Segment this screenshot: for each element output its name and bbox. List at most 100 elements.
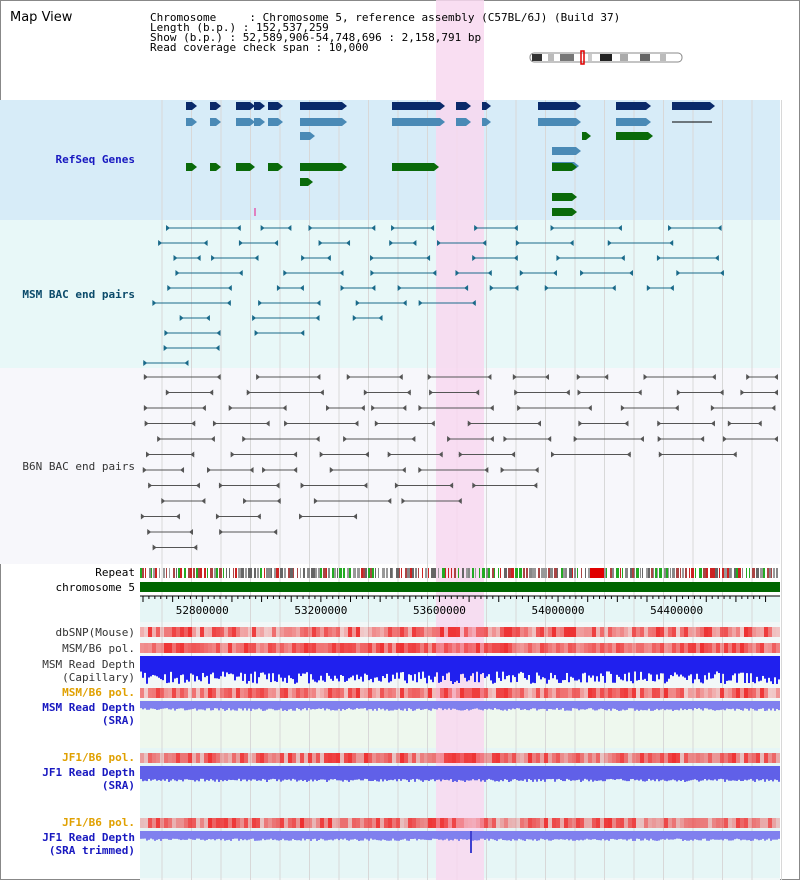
repeat-mark bbox=[451, 568, 452, 578]
msm-depth-capillary-bar bbox=[398, 656, 400, 679]
ideogram-band bbox=[640, 54, 650, 61]
msm-depth-capillary-bar bbox=[456, 656, 458, 681]
msm-depth-sra-bar bbox=[528, 701, 530, 711]
jf1-b6-pol-cell bbox=[516, 753, 520, 763]
msm-b6-pol-cell bbox=[564, 643, 568, 653]
msm-depth-capillary-bar bbox=[244, 656, 246, 674]
msm-depth-sra-bar bbox=[434, 701, 436, 710]
jf1-depth-bar bbox=[244, 766, 246, 780]
jf1-depth-trimmed-bar bbox=[294, 831, 296, 840]
msm-read-depth-capillary-label[interactable]: MSM Read Depth bbox=[42, 658, 135, 671]
jf1-b6-pol-trimmed-cell bbox=[388, 818, 392, 828]
msm-bac-pair-end bbox=[378, 315, 383, 321]
jf1-depth-trimmed-bar bbox=[208, 831, 210, 839]
jf1-depth-trimmed-bar bbox=[176, 831, 178, 839]
msm-depth-sra-bar bbox=[712, 701, 714, 711]
jf1-b6-pol-trimmed-cell bbox=[144, 818, 148, 828]
jf1-b6-pol-trimmed-cell bbox=[288, 818, 292, 828]
dbsnp-cell bbox=[236, 627, 240, 637]
jf1-depth-bar bbox=[594, 766, 596, 781]
jf1-depth-trimmed-bar bbox=[524, 831, 526, 841]
msm-depth-sra-bar bbox=[650, 701, 652, 711]
msm-b6-pol-cell bbox=[592, 643, 596, 653]
msm-b6-pol-sra-cell bbox=[392, 688, 396, 698]
msm-depth-sra-bar bbox=[504, 701, 506, 710]
jf1-depth-trimmed-bar bbox=[146, 831, 148, 841]
msm-depth-sra-bar bbox=[722, 701, 724, 710]
msm-b6-pol-sra-cell bbox=[696, 688, 700, 698]
jf1-b6-pol-label[interactable]: JF1/B6 pol. bbox=[62, 751, 135, 764]
jf1-b6-pol-cell bbox=[320, 753, 324, 763]
repeat-mark bbox=[494, 568, 495, 578]
jf1-depth-trimmed-bar bbox=[652, 831, 654, 841]
repeat-mark bbox=[541, 568, 544, 578]
jf1-depth-trimmed-bar bbox=[190, 831, 192, 840]
msm-depth-sra-bar bbox=[766, 701, 768, 711]
msm-depth-sra-bar bbox=[256, 701, 258, 710]
jf1-depth-bar bbox=[492, 766, 494, 781]
b6n-bac-label[interactable]: B6N BAC end pairs bbox=[22, 460, 135, 473]
msm-depth-capillary-bar bbox=[620, 656, 622, 680]
jf1-depth-bar bbox=[712, 766, 714, 781]
msm-b6-pol-sra-label[interactable]: MSM/B6 pol. bbox=[62, 686, 135, 699]
jf1-depth-trimmed-bar bbox=[306, 831, 308, 840]
msm-depth-sra-bar bbox=[178, 701, 180, 709]
jf1-b6-pol-trimmed-cell bbox=[704, 818, 708, 828]
jf1-depth-bar bbox=[326, 766, 328, 782]
dbsnp-cell bbox=[160, 627, 164, 637]
msm-b6-pol-cell bbox=[304, 643, 308, 653]
jf1-depth-bar bbox=[702, 766, 704, 781]
refseq-genes-label[interactable]: RefSeq Genes bbox=[55, 153, 135, 166]
msm-depth-sra-bar bbox=[530, 701, 532, 710]
refseq-gene-light-strand bbox=[486, 118, 491, 126]
msm-depth-capillary-bar bbox=[312, 656, 314, 680]
repeat-mark bbox=[703, 568, 706, 578]
msm-depth-capillary-bar bbox=[368, 656, 370, 681]
jf1-b6-pol-trimmed-cell bbox=[576, 818, 580, 828]
msm-b6-pol-cell bbox=[244, 643, 248, 653]
msm-depth-capillary-bar bbox=[366, 656, 368, 675]
msm-bac-label[interactable]: MSM BAC end pairs bbox=[22, 288, 135, 301]
jf1-read-depth-label[interactable]: JF1 Read Depth bbox=[42, 766, 135, 779]
jf1-depth-trimmed-bar bbox=[486, 831, 488, 839]
msm-b6-pol-cell bbox=[452, 643, 456, 653]
jf1-depth-bar bbox=[290, 766, 292, 781]
jf1-depth-trimmed-bar bbox=[342, 831, 344, 840]
jf1-b6-pol-cell bbox=[636, 753, 640, 763]
msm-read-depth-sra-label[interactable]: MSM Read Depth bbox=[42, 701, 135, 714]
msm-depth-sra-bar bbox=[242, 701, 244, 711]
msm-depth-capillary-bar bbox=[444, 656, 446, 680]
msm-depth-capillary-bar bbox=[192, 656, 194, 675]
msm-b6-pol-sra-cell bbox=[316, 688, 320, 698]
repeat-mark bbox=[606, 568, 607, 578]
jf1-b6-pol-trimmed-label[interactable]: JF1/B6 pol. bbox=[62, 816, 135, 829]
msm-depth-capillary-bar bbox=[556, 656, 558, 680]
msm-depth-sra-bar bbox=[200, 701, 202, 710]
msm-b6-pol-sra-cell bbox=[612, 688, 616, 698]
jf1-depth-bar bbox=[352, 766, 354, 781]
jf1-depth-bar bbox=[586, 766, 588, 780]
msm-depth-sra-bar bbox=[232, 701, 234, 710]
msm-b6-pol-cell bbox=[176, 643, 180, 653]
jf1-read-depth-trimmed-label[interactable]: JF1 Read Depth bbox=[42, 831, 135, 844]
msm-depth-capillary-bar bbox=[220, 656, 222, 677]
jf1-depth-bar bbox=[490, 766, 492, 780]
msm-depth-capillary-bar bbox=[718, 656, 720, 674]
msm-depth-sra-bar bbox=[226, 701, 228, 711]
dbsnp-label[interactable]: dbSNP(Mouse) bbox=[55, 626, 135, 639]
msm-bac-pair-end bbox=[254, 330, 259, 336]
msm-depth-sra-bar bbox=[666, 701, 668, 710]
msm-b6-pol-sra-cell bbox=[244, 688, 248, 698]
msm-depth-capillary-bar bbox=[516, 656, 518, 682]
msm-b6-pol-label[interactable]: MSM/B6 pol. bbox=[62, 642, 135, 655]
dbsnp-cell bbox=[544, 627, 548, 637]
jf1-depth-bar bbox=[672, 766, 674, 780]
msm-depth-capillary-bar bbox=[638, 656, 640, 680]
jf1-depth-trimmed-bar bbox=[702, 831, 704, 839]
msm-depth-sra-bar bbox=[184, 701, 186, 711]
msm-depth-capillary-bar bbox=[684, 656, 686, 678]
refseq-gene-dark-exon bbox=[300, 102, 342, 110]
dbsnp-cell bbox=[280, 627, 284, 637]
msm-b6-pol-cell bbox=[228, 643, 232, 653]
msm-depth-sra-bar bbox=[234, 701, 236, 711]
